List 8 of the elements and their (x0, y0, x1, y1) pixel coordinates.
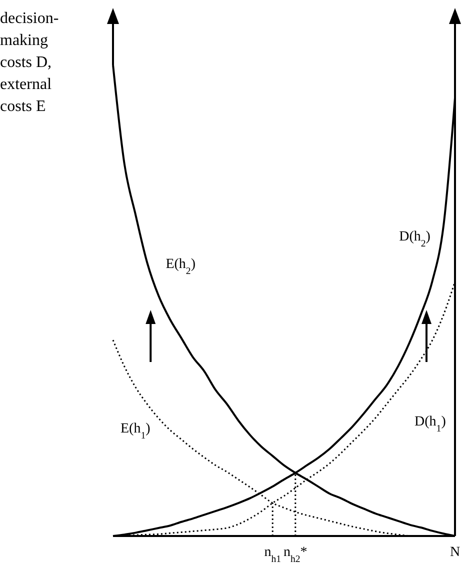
series-label: D(h$_{2}$) (399, 230, 431, 250)
x-tick-label: n$_{h2}$* (284, 545, 308, 564)
y-axis-title: decision-making costs D, external costs E (0, 9, 60, 117)
x-tick-label: N (450, 545, 460, 560)
x-tick-label: n$_{h1}$ (264, 545, 282, 564)
text: D(h$_{1}$) (414, 414, 446, 434)
series-label: E(h$_{1}$) (120, 421, 151, 441)
series-label: E(h$_{2}$) (166, 256, 196, 276)
